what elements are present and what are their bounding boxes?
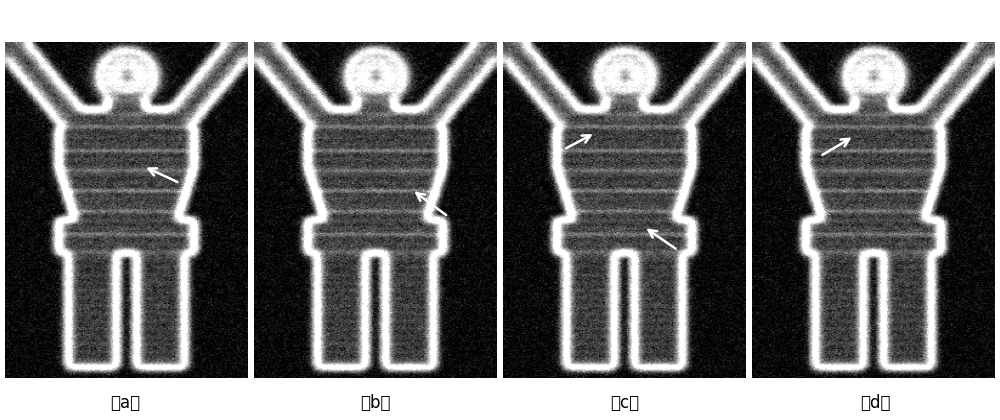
Text: （d）: （d） — [860, 394, 890, 412]
Text: （a）: （a） — [110, 394, 140, 412]
Text: （b）: （b） — [360, 394, 390, 412]
Text: （c）: （c） — [610, 394, 640, 412]
